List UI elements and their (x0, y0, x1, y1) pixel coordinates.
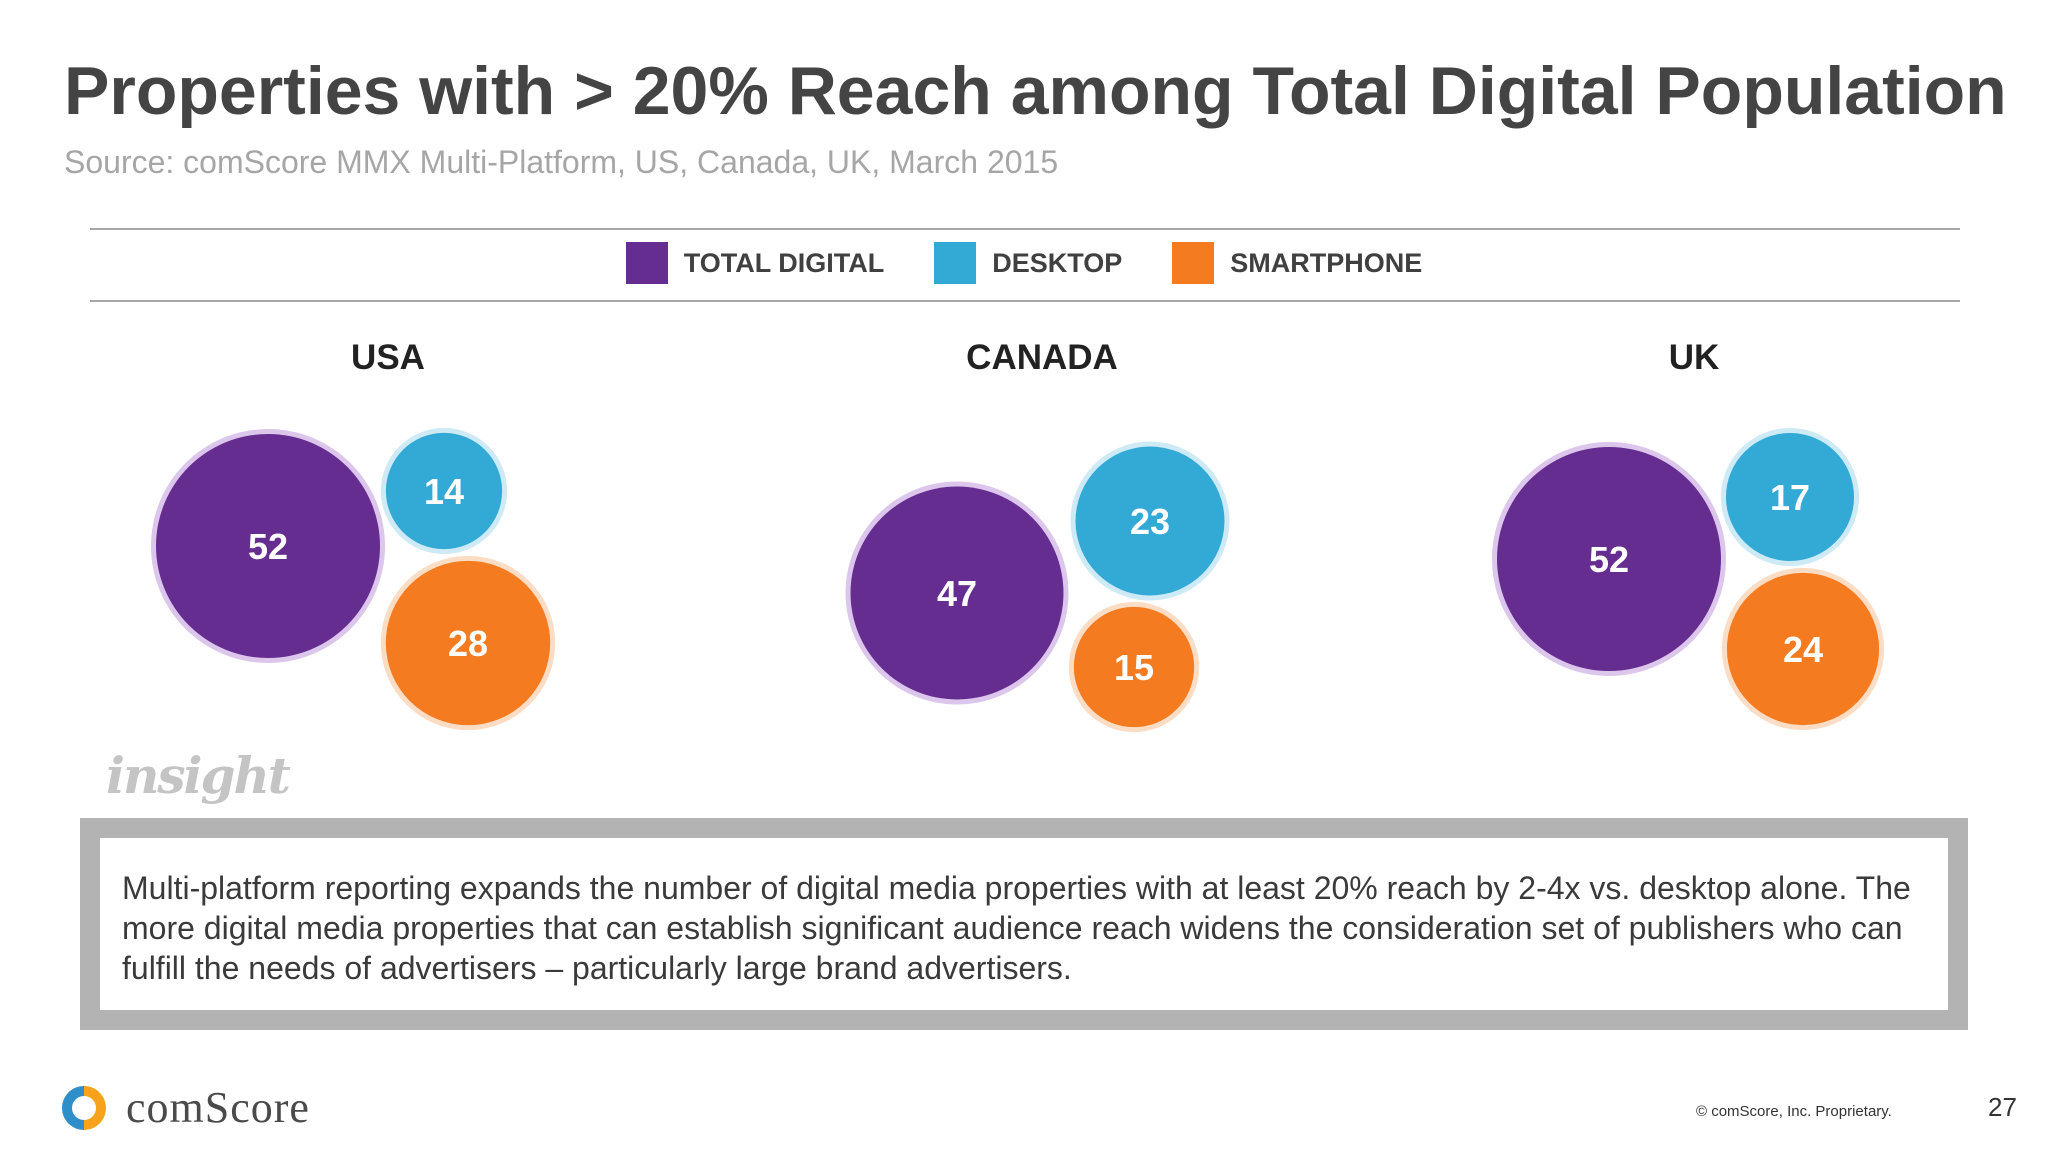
page-title: Properties with > 20% Reach among Total … (64, 53, 2007, 129)
bubble-desktop (385, 432, 503, 550)
bubble-value-total-digital: 52 (248, 526, 288, 567)
bubble-total-digital (1497, 447, 1721, 671)
bubble-value-desktop: 23 (1130, 501, 1170, 542)
legend-swatch-total-digital (625, 242, 668, 284)
comscore-logo: comScore (62, 1082, 310, 1133)
source-note: Source: comScore MMX Multi-Platform, US,… (64, 144, 1059, 180)
legend-item-smartphone: SMARTPHONE (1172, 242, 1422, 284)
insight-text: Multi-platform reporting expands the num… (100, 838, 1948, 1010)
legend-bottom-divider (90, 300, 1960, 302)
bubble-total-digital (156, 434, 380, 658)
country-label-canada: CANADA (966, 338, 1118, 377)
bubble-value-desktop: 17 (1770, 477, 1810, 518)
bubble-value-smartphone: 24 (1783, 629, 1823, 670)
bubble-total-digital (850, 486, 1064, 700)
legend-label-desktop: DESKTOP (992, 247, 1123, 278)
legend-item-total-digital: TOTAL DIGITAL (625, 242, 885, 284)
bubble-desktop (1075, 446, 1225, 596)
legend-swatch-smartphone (1172, 242, 1215, 284)
legend-top-divider (90, 228, 1960, 230)
insight-box-frame: Multi-platform reporting expands the num… (80, 818, 1968, 1030)
bubble-value-desktop: 14 (424, 471, 464, 512)
bubble-group-uk: 52 17 24 (1492, 427, 1885, 731)
bubble-chart: 52 14 28 47 23 15 52 17 24 (151, 427, 1885, 733)
bubble-desktop (1725, 432, 1855, 562)
bubble-value-total-digital: 52 (1589, 539, 1629, 580)
copyright-notice: © comScore, Inc. Proprietary. (1696, 1103, 1892, 1120)
bubble-group-canada: 47 23 15 (845, 441, 1230, 733)
legend-label-smartphone: SMARTPHONE (1230, 247, 1423, 278)
comscore-logo-icon (62, 1085, 106, 1130)
country-label-uk: UK (1668, 338, 1720, 377)
insight-label: insight (106, 746, 291, 805)
legend-label-total-digital: TOTAL DIGITAL (683, 247, 885, 278)
bubble-smartphone (385, 560, 551, 726)
page-number: 27 (1988, 1092, 2017, 1122)
legend-item-desktop: DESKTOP (934, 242, 1122, 284)
bubble-value-total-digital: 47 (937, 573, 977, 614)
comscore-logo-text: comScore (126, 1083, 310, 1132)
bubble-group-usa: 52 14 28 (151, 427, 556, 731)
bubble-smartphone (1726, 572, 1880, 726)
bubble-smartphone (1073, 606, 1195, 728)
country-label-usa: USA (351, 338, 425, 377)
chart-legend: TOTAL DIGITAL DESKTOP SMARTPHONE (0, 242, 2048, 284)
bubble-value-smartphone: 15 (1114, 647, 1154, 688)
bubble-value-smartphone: 28 (448, 623, 488, 664)
legend-swatch-desktop (934, 242, 977, 284)
